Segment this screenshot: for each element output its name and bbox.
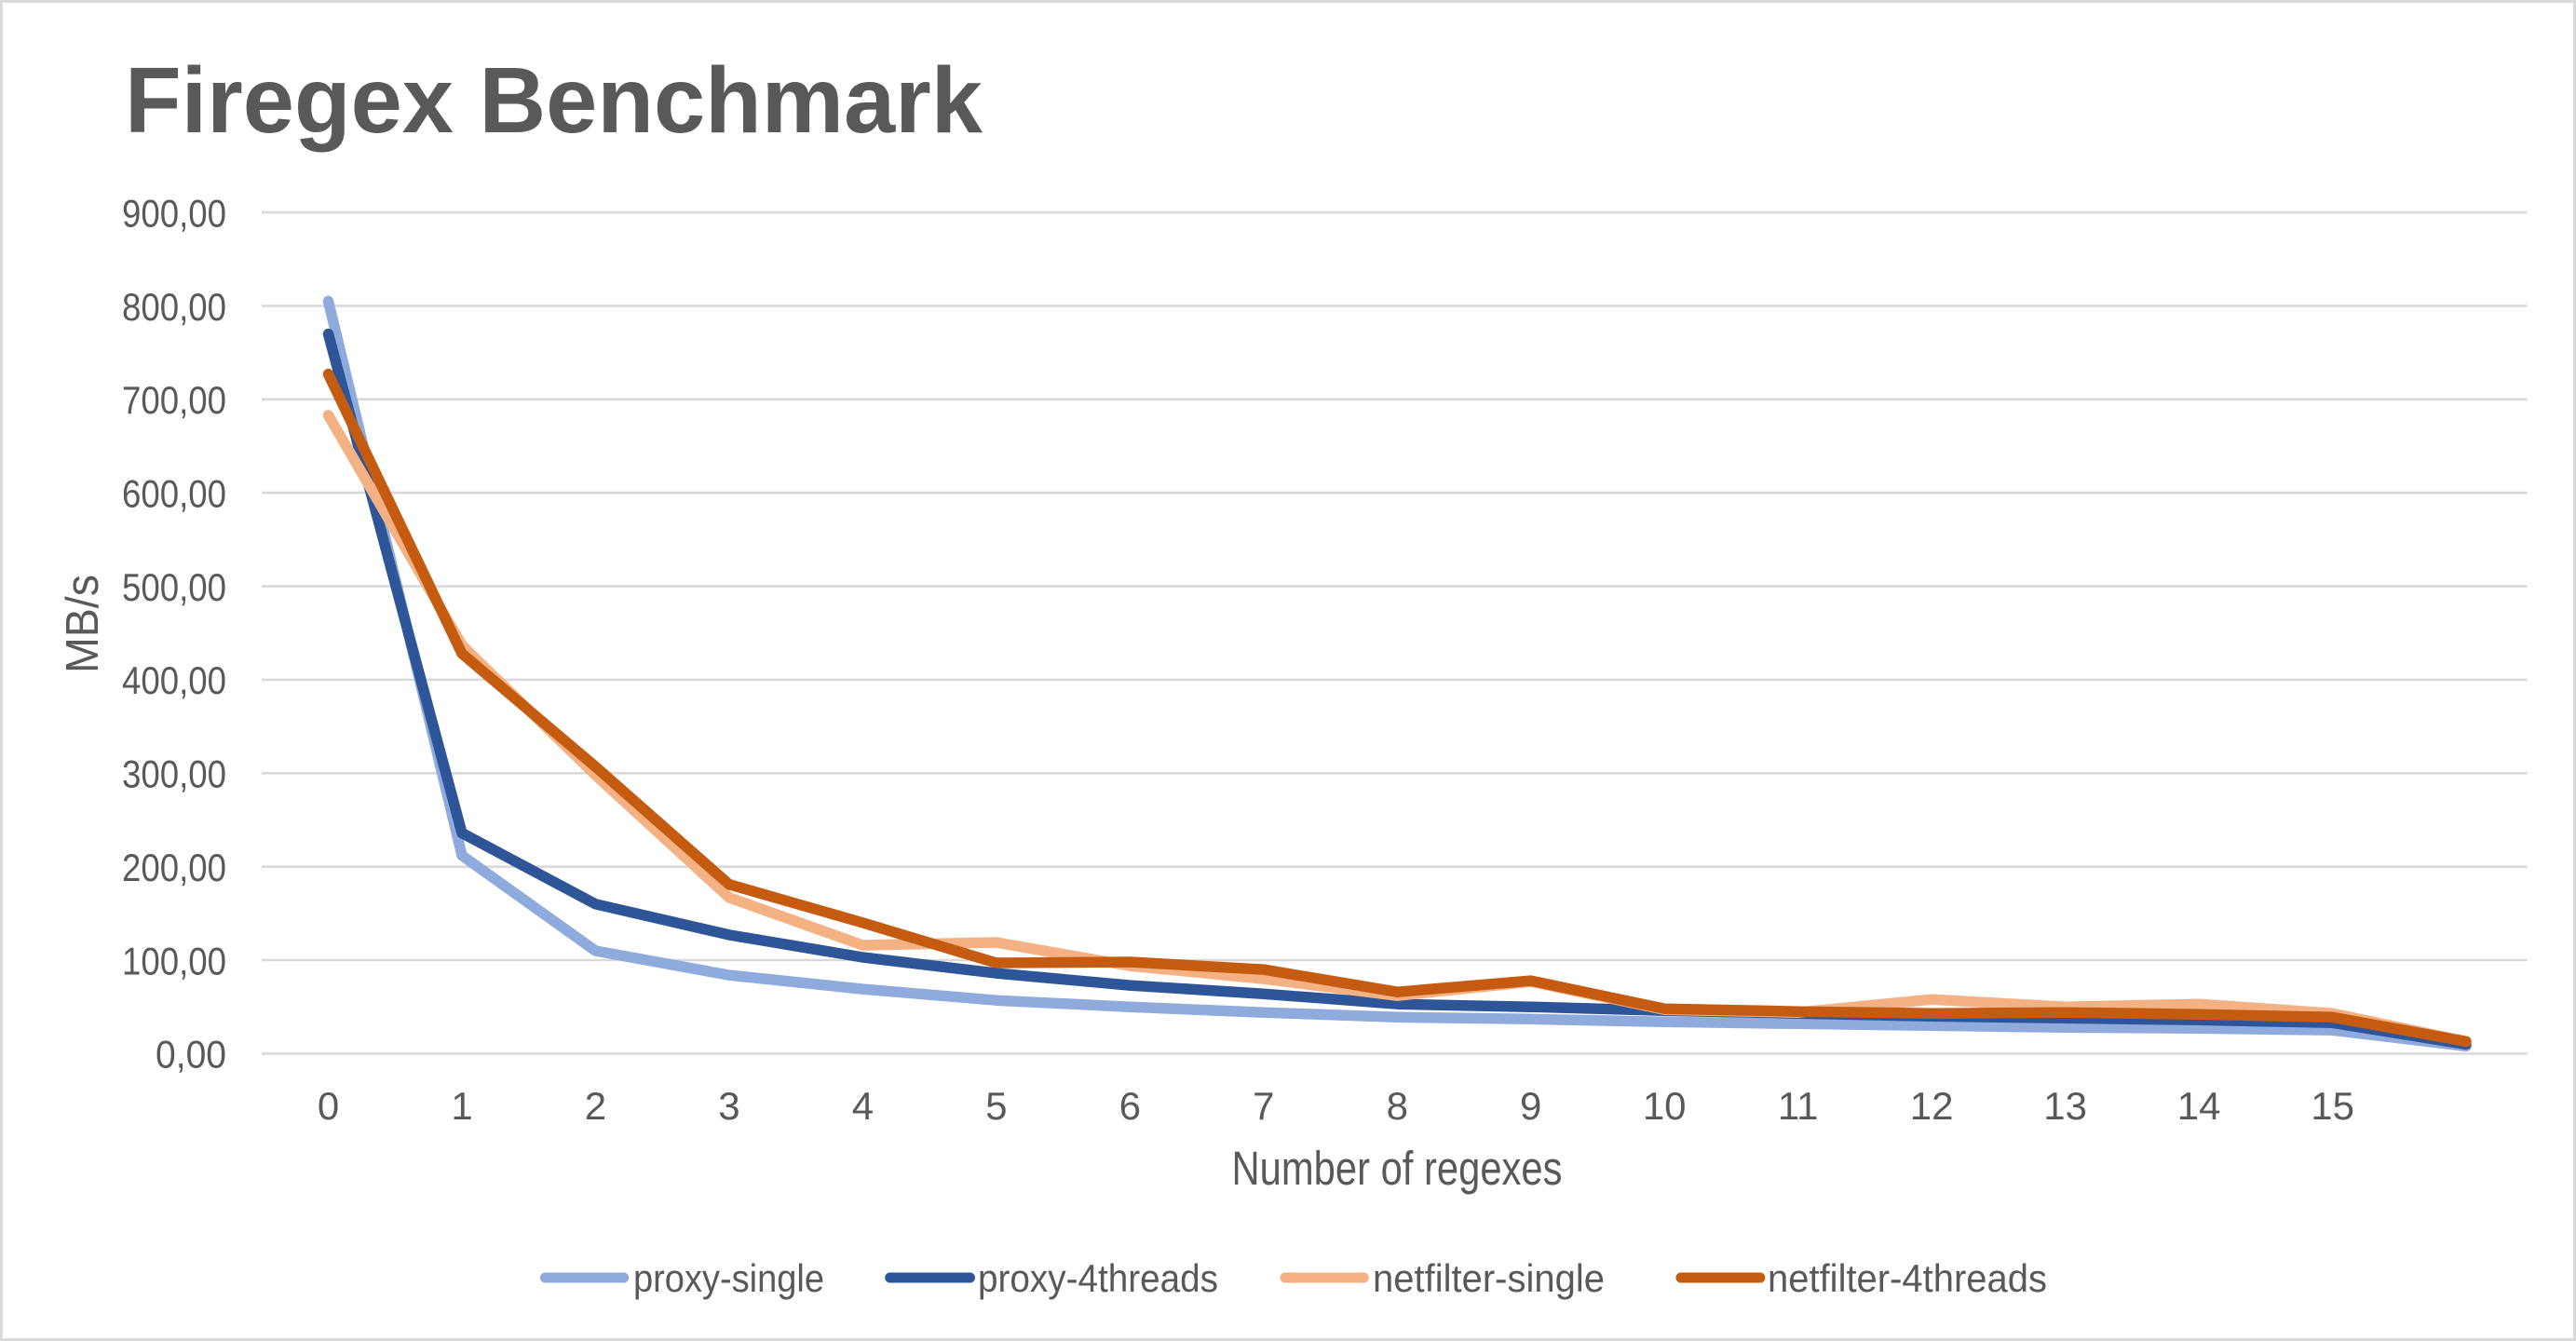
svg-text:500,00: 500,00 (122, 565, 226, 609)
svg-text:proxy-4threads: proxy-4threads (978, 1256, 1218, 1300)
svg-text:netfilter-4threads: netfilter-4threads (1768, 1256, 2047, 1300)
svg-text:0: 0 (318, 1084, 339, 1128)
svg-text:1: 1 (451, 1084, 472, 1128)
svg-text:600,00: 600,00 (122, 472, 226, 516)
svg-text:2: 2 (585, 1084, 606, 1128)
svg-text:9: 9 (1520, 1084, 1541, 1128)
svg-text:3: 3 (718, 1084, 739, 1128)
svg-text:proxy-single: proxy-single (633, 1256, 824, 1300)
svg-text:10: 10 (1643, 1084, 1687, 1128)
svg-text:netfilter-single: netfilter-single (1373, 1256, 1605, 1300)
svg-text:800,00: 800,00 (122, 285, 226, 329)
svg-text:7: 7 (1253, 1084, 1274, 1128)
svg-text:12: 12 (1910, 1084, 1954, 1128)
svg-text:300,00: 300,00 (122, 752, 226, 796)
svg-text:4: 4 (852, 1084, 874, 1128)
svg-text:6: 6 (1119, 1084, 1141, 1128)
svg-text:0,00: 0,00 (156, 1033, 226, 1077)
svg-text:700,00: 700,00 (122, 378, 226, 422)
svg-text:400,00: 400,00 (122, 658, 226, 702)
svg-text:13: 13 (2043, 1084, 2087, 1128)
svg-text:8: 8 (1387, 1084, 1408, 1128)
svg-text:15: 15 (2311, 1084, 2354, 1128)
svg-text:5: 5 (985, 1084, 1007, 1128)
svg-text:MB/s: MB/s (58, 575, 108, 673)
svg-text:14: 14 (2177, 1084, 2221, 1128)
svg-text:Firegex Benchmark: Firegex Benchmark (125, 48, 983, 153)
svg-text:200,00: 200,00 (122, 846, 226, 889)
svg-text:Number of regexes: Number of regexes (1232, 1142, 1563, 1195)
svg-text:900,00: 900,00 (122, 191, 226, 235)
svg-text:100,00: 100,00 (122, 939, 226, 982)
svg-text:11: 11 (1778, 1084, 1819, 1128)
